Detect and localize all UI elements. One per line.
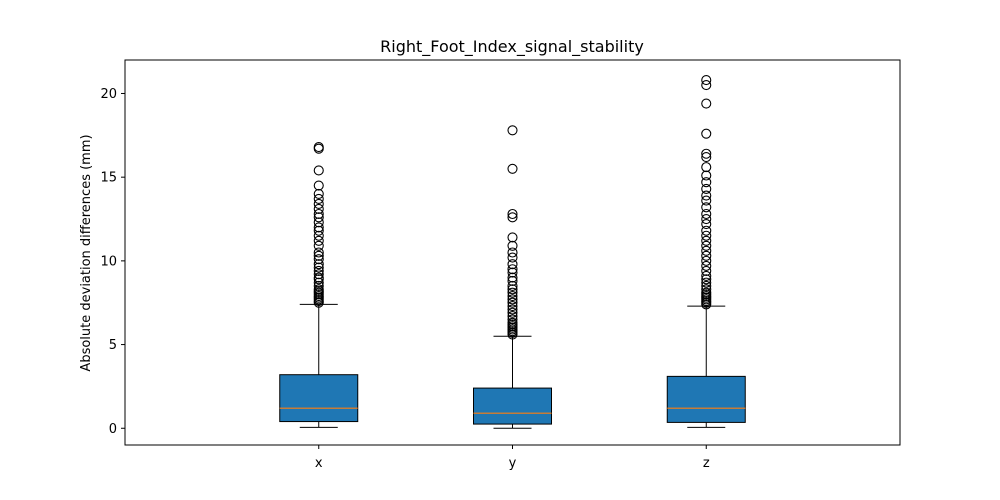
outlier-point <box>313 272 324 283</box>
outlier-point <box>313 277 324 288</box>
outlier-point <box>507 272 518 283</box>
outlier-point <box>701 270 712 281</box>
outlier-point <box>507 314 518 325</box>
outlier-point <box>701 260 712 271</box>
plot-area: 0 5 10 15 20 x y z <box>100 75 746 471</box>
outlier-point <box>313 180 324 191</box>
outlier-point <box>313 222 324 233</box>
y-tick-label: 10 <box>100 254 117 269</box>
outlier-point <box>507 163 518 174</box>
outlier-point <box>313 217 324 228</box>
outlier-point <box>507 208 518 220</box>
x-tick-label: z <box>703 456 710 471</box>
outlier-point <box>701 225 712 236</box>
y-tick-label: 5 <box>109 338 117 353</box>
outlier-point <box>313 240 324 251</box>
outlier-point <box>701 170 712 181</box>
outlier-point <box>507 275 518 287</box>
outlier-point <box>701 152 712 163</box>
outlier-point <box>507 297 518 308</box>
outlier-point <box>507 290 518 302</box>
outlier-point <box>313 284 324 295</box>
box-iqr <box>279 374 359 423</box>
outlier-point <box>701 240 712 251</box>
outlier-point <box>507 280 518 292</box>
outlier-point <box>313 198 324 210</box>
outlier-point <box>507 259 518 270</box>
plot-frame <box>124 59 901 446</box>
outlier-point <box>313 254 324 265</box>
outlier-point <box>701 235 712 246</box>
outlier-point <box>313 165 324 176</box>
box-iqr <box>666 375 746 423</box>
outlier-point <box>313 193 324 204</box>
outlier-point <box>507 311 518 322</box>
chart-title: Right_Foot_Index_signal_stability <box>380 37 644 57</box>
outlier-point <box>313 280 324 292</box>
outlier-point <box>701 277 712 288</box>
outlier-point <box>701 274 712 285</box>
outlier-point <box>701 230 712 241</box>
outlier-point <box>313 203 324 215</box>
x-tick-label: x <box>315 456 323 471</box>
outlier-point <box>313 225 324 236</box>
y-tick-label: 0 <box>109 422 117 437</box>
outlier-point <box>313 208 324 220</box>
y-tick-label: 15 <box>100 171 117 186</box>
outlier-point <box>507 232 518 243</box>
outlier-point <box>313 262 324 273</box>
outlier-point <box>701 148 712 159</box>
outlier-point <box>701 255 712 266</box>
box-iqr <box>473 387 552 425</box>
outlier-point <box>313 235 324 246</box>
outlier-point <box>507 287 518 298</box>
outlier-point <box>507 125 518 136</box>
outlier-point <box>313 250 324 261</box>
outlier-point <box>701 208 712 220</box>
outlier-point <box>701 183 712 194</box>
y-tick-label: 20 <box>100 87 117 102</box>
outlier-point <box>507 317 518 328</box>
x-tick-label: y <box>509 456 517 471</box>
outlier-point <box>701 265 712 276</box>
outlier-point <box>313 269 324 280</box>
outlier-point <box>507 247 518 258</box>
outlier-point <box>701 213 712 225</box>
outlier-point <box>313 265 324 276</box>
outlier-point <box>701 280 712 292</box>
outlier-point <box>507 294 518 305</box>
outlier-point <box>701 162 712 173</box>
outlier-point <box>701 80 712 91</box>
outlier-point <box>313 230 324 241</box>
outlier-point <box>701 195 712 206</box>
outlier-point <box>507 240 518 251</box>
outlier-point <box>507 284 518 295</box>
y-axis-label: Absolute deviation differences (mm) <box>79 134 94 371</box>
outlier-point <box>313 212 324 223</box>
outlier-point <box>701 190 712 201</box>
outlier-point <box>313 259 324 270</box>
outlier-point <box>701 250 712 261</box>
outlier-point <box>701 287 712 298</box>
outlier-point <box>701 177 712 188</box>
outlier-point <box>507 212 518 223</box>
outlier-point <box>507 304 518 315</box>
outlier-point <box>701 218 712 230</box>
outlier-point <box>507 264 518 275</box>
outlier-point <box>701 245 712 256</box>
outlier-point <box>701 202 712 213</box>
outlier-point <box>313 188 324 199</box>
outlier-point <box>507 267 518 278</box>
outlier-point <box>701 98 712 109</box>
outlier-point <box>507 252 518 263</box>
outlier-point <box>701 128 712 139</box>
outlier-point <box>701 284 712 295</box>
outlier-point <box>701 75 712 86</box>
outlier-point <box>507 307 518 318</box>
outlier-point <box>507 301 518 312</box>
outlier-point <box>313 247 324 258</box>
outlier-point <box>313 141 324 153</box>
